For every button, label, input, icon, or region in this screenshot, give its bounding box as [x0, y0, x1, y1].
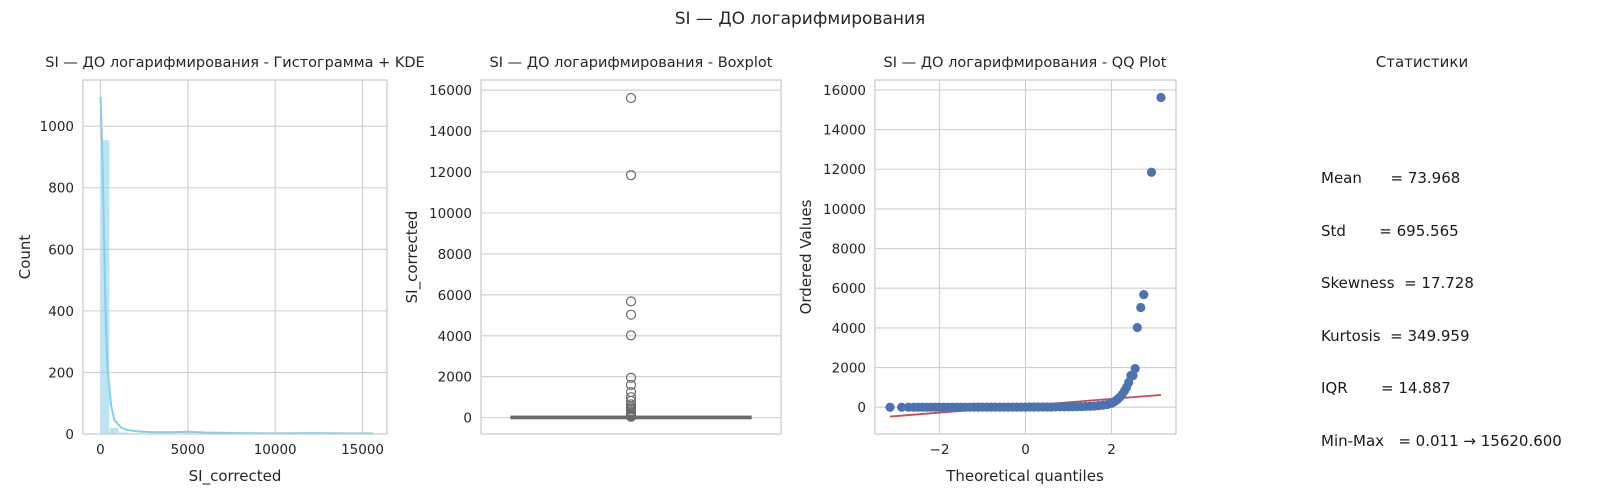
qq-xlabel: Theoretical quantiles [945, 467, 1104, 485]
boxplot-outlier [627, 310, 636, 319]
y-tick-label: 8000 [438, 247, 472, 263]
histogram-grid [83, 80, 387, 434]
boxplot-title: SI — ДО логарифмирования - Boxplot [490, 55, 773, 71]
y-tick-label: 16000 [429, 83, 472, 99]
stats-line-minmax: Min-Max = 0.011 → 15620.600 [1321, 433, 1562, 451]
qq-point [1136, 303, 1145, 312]
qq-point [1133, 323, 1142, 332]
histogram-ylabel: Count [16, 235, 34, 280]
boxplot-outlier [627, 297, 636, 306]
y-tick-label: 10000 [429, 206, 472, 222]
kde-curve [101, 97, 374, 434]
y-tick-label: 14000 [429, 124, 472, 140]
histogram-frame [83, 80, 387, 434]
histogram-bars [100, 140, 382, 434]
y-tick-label: 600 [48, 242, 74, 258]
x-tick-label: 0 [96, 442, 105, 458]
boxplot-ylabel: SI_corrected [403, 211, 422, 304]
y-tick-label: 0 [857, 400, 866, 416]
figure-suptitle: SI — ДО логарифмирования [675, 9, 926, 29]
x-tick-label: 5000 [171, 442, 205, 458]
y-tick-label: 4000 [438, 329, 472, 345]
histogram-bar [110, 428, 119, 434]
stats-line-iqr: IQR = 14.887 [1321, 380, 1562, 398]
boxplot-outlier [627, 93, 636, 102]
y-tick-label: 12000 [823, 162, 866, 178]
qq-panel: SI — ДО логарифмирования - QQ Plot 0 2000… [797, 55, 1176, 485]
qq-ylabel: Ordered Values [797, 199, 815, 314]
y-tick-label: 2000 [832, 361, 866, 377]
histogram-xlabel: SI_corrected [189, 467, 282, 486]
y-tick-label: 0 [65, 427, 74, 443]
y-tick-label: 400 [48, 304, 74, 320]
stats-title: Статистики [1376, 53, 1468, 71]
y-tick-label: 2000 [438, 370, 472, 386]
y-tick-label: 16000 [823, 83, 866, 99]
stats-text: Mean = 73.968 Std = 695.565 Skewness = 1… [1321, 135, 1562, 468]
boxplot-panel: SI — ДО логарифмирования - Boxplot 0 2000… [403, 55, 781, 434]
qq-title: SI — ДО логарифмирования - QQ Plot [884, 55, 1167, 71]
y-tick-label: 1000 [40, 119, 74, 135]
y-tick-label: 12000 [429, 165, 472, 181]
x-tick-label: 10000 [254, 442, 297, 458]
y-tick-label: 14000 [823, 123, 866, 139]
y-tick-label: 200 [48, 365, 74, 381]
y-tick-label: 8000 [832, 242, 866, 258]
stats-line-skewness: Skewness = 17.728 [1321, 275, 1562, 293]
qq-point [1147, 168, 1156, 177]
boxplot-ticks: 0 2000 4000 6000 8000 10000 12000 14000 16000 [429, 83, 472, 426]
stats-line-std: Std = 695.565 [1321, 223, 1562, 241]
stats-line-mean: Mean = 73.968 [1321, 170, 1562, 188]
histogram-title: SI — ДО логарифмирования - Гистограмма +… [45, 55, 424, 71]
y-tick-label: 800 [48, 181, 74, 197]
qq-point [1131, 364, 1140, 373]
x-tick-label: −2 [930, 442, 950, 458]
boxplot-grid [481, 90, 781, 417]
x-tick-label: 2 [1107, 442, 1116, 458]
y-tick-label: 0 [463, 411, 472, 427]
x-tick-label: 0 [1021, 442, 1030, 458]
y-tick-label: 4000 [832, 321, 866, 337]
y-tick-label: 6000 [438, 288, 472, 304]
histogram-panel: SI — ДО логарифмирования - Гистограмма +… [16, 55, 425, 486]
qq-point [885, 403, 894, 412]
qq-point [1139, 290, 1148, 299]
x-tick-label: 15000 [341, 442, 384, 458]
qq-point [1156, 93, 1165, 102]
y-tick-label: 10000 [823, 202, 866, 218]
stats-line-kurtosis: Kurtosis = 349.959 [1321, 328, 1562, 346]
boxplot-outliers [627, 93, 636, 421]
y-tick-label: 6000 [832, 281, 866, 297]
